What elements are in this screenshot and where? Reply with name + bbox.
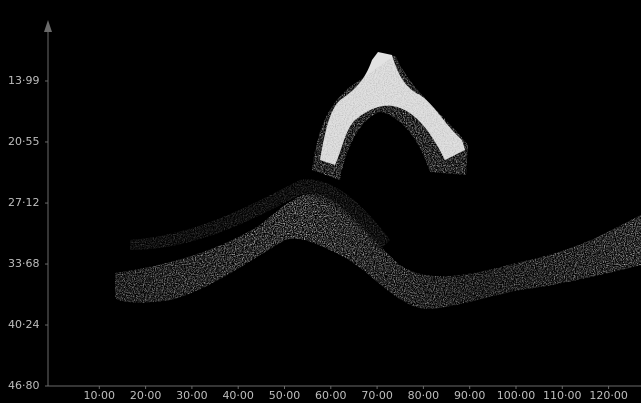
x-tick-label: 110·00 xyxy=(543,389,582,402)
y-tick-label: 20·55 xyxy=(8,135,40,148)
x-tick-label: 120·00 xyxy=(589,389,628,402)
chart: 13·99 20·55 27·12 33·68 40·24 46·80 10·00 20·00… xyxy=(0,0,641,403)
x-tick-label: 60·00 xyxy=(315,389,347,402)
x-tick-label: 50·00 xyxy=(269,389,301,402)
x-tick-label: 100·00 xyxy=(497,389,536,402)
x-tick-label: 30·00 xyxy=(176,389,208,402)
x-tick-label: 70·00 xyxy=(361,389,393,402)
y-tick-label: 46·80 xyxy=(8,379,40,392)
y-tick-label: 13·99 xyxy=(8,74,40,87)
y-tick-label: 27·12 xyxy=(8,196,40,209)
x-tick-label: 40·00 xyxy=(222,389,254,402)
y-tick-label: 40·24 xyxy=(8,318,40,331)
x-tick-label: 20·00 xyxy=(130,389,162,402)
y-tick-label: 33·68 xyxy=(8,257,40,270)
x-tick-label: 90·00 xyxy=(454,389,486,402)
x-tick-label: 80·00 xyxy=(408,389,440,402)
x-tick-label: 10·00 xyxy=(84,389,116,402)
